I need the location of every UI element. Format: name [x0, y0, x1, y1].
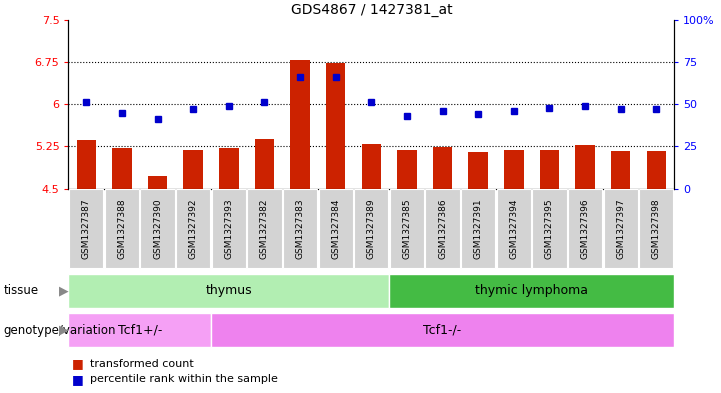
Bar [319, 189, 353, 268]
Bar [397, 151, 417, 189]
Bar [425, 189, 460, 268]
Bar [112, 148, 132, 189]
Text: GSM1327397: GSM1327397 [616, 198, 625, 259]
Bar [326, 63, 345, 189]
Text: GSM1327383: GSM1327383 [296, 198, 304, 259]
Bar [183, 151, 203, 189]
Text: GSM1327386: GSM1327386 [438, 198, 447, 259]
Text: GSM1327389: GSM1327389 [367, 198, 376, 259]
Bar [105, 189, 139, 268]
Bar [433, 147, 452, 189]
Bar [611, 151, 630, 189]
Bar [76, 140, 96, 189]
Bar [390, 189, 424, 268]
Text: GSM1327385: GSM1327385 [402, 198, 412, 259]
Text: thymic lymphoma: thymic lymphoma [475, 284, 588, 298]
Bar [461, 189, 495, 268]
Bar [504, 151, 523, 189]
Bar [255, 139, 274, 189]
Bar [211, 313, 674, 347]
Bar [148, 176, 167, 189]
Bar [69, 189, 103, 268]
Bar [68, 313, 211, 347]
Text: GSM1327391: GSM1327391 [474, 198, 482, 259]
Text: genotype/variation: genotype/variation [4, 323, 116, 337]
Text: percentile rank within the sample: percentile rank within the sample [90, 374, 278, 384]
Text: GSM1327394: GSM1327394 [509, 199, 518, 259]
Bar [361, 143, 381, 189]
Text: Tcf1+/-: Tcf1+/- [118, 323, 162, 337]
Bar [68, 274, 389, 308]
Bar [497, 189, 531, 268]
Bar [389, 274, 674, 308]
Text: GSM1327388: GSM1327388 [118, 198, 126, 259]
Bar [212, 189, 246, 268]
Bar [469, 152, 488, 189]
Text: thymus: thymus [205, 284, 252, 298]
Bar [539, 151, 559, 189]
Bar [219, 147, 239, 189]
Text: ■: ■ [72, 373, 84, 386]
Bar [603, 189, 638, 268]
Bar [568, 189, 602, 268]
Text: GSM1327393: GSM1327393 [224, 198, 234, 259]
Text: ▶: ▶ [58, 284, 68, 298]
Bar [176, 189, 211, 268]
Text: ▶: ▶ [58, 323, 68, 337]
Bar [532, 189, 567, 268]
Title: GDS4867 / 1427381_at: GDS4867 / 1427381_at [291, 3, 452, 17]
Text: GSM1327382: GSM1327382 [260, 199, 269, 259]
Bar [640, 189, 673, 268]
Text: transformed count: transformed count [90, 358, 194, 369]
Text: GSM1327384: GSM1327384 [331, 199, 340, 259]
Bar [291, 60, 310, 189]
Bar [247, 189, 281, 268]
Text: ■: ■ [72, 357, 84, 370]
Text: Tcf1-/-: Tcf1-/- [423, 323, 461, 337]
Bar [647, 151, 666, 189]
Bar [141, 189, 174, 268]
Text: GSM1327396: GSM1327396 [580, 198, 590, 259]
Bar [354, 189, 389, 268]
Text: GSM1327390: GSM1327390 [153, 198, 162, 259]
Text: GSM1327387: GSM1327387 [81, 198, 91, 259]
Bar [68, 313, 211, 347]
Bar [283, 189, 317, 268]
Text: GSM1327392: GSM1327392 [189, 199, 198, 259]
Bar [575, 145, 595, 189]
Text: tissue: tissue [4, 284, 39, 298]
Text: GSM1327395: GSM1327395 [545, 198, 554, 259]
Text: GSM1327398: GSM1327398 [652, 198, 661, 259]
